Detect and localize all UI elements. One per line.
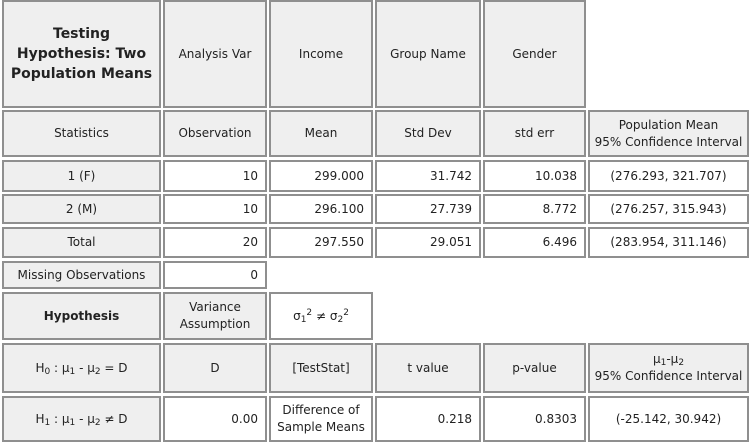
diff-line2: Sample Means [277,420,365,434]
std-dev-header: Std Dev [375,110,481,157]
population-ci-line2: 95% Confidence Interval [594,134,743,149]
analysis-var-value[interactable]: Income [269,0,373,108]
d-value[interactable]: 0.00 [163,396,267,442]
variance-assumption-label: Variance Assumption [163,292,267,340]
title-line-2: Hypothesis: Two [16,45,147,62]
row-label-male: 2 (M) [2,194,161,224]
diff-ci-line1: μ1-μ2 [652,352,685,369]
diff-ci-header: μ1-μ2 95% Confidence Interval [588,343,749,393]
female-std-dev: 31.742 [375,160,481,192]
missing-observations-label: Missing Observations [2,261,161,289]
variance-assumption-formula: σ12 ≠ σ22 [293,307,349,325]
total-std-err: 6.496 [483,227,586,258]
missing-observations-value: 0 [163,261,267,289]
teststat-label: [TestStat] [269,343,373,393]
diff-ci-value: (-25.142, 30.942) [588,396,749,442]
diff-line1: Difference of [282,403,360,418]
hypothesis-label: Hypothesis [2,292,161,340]
diff-ci-line2: 95% Confidence Interval [594,369,743,383]
observation-header: Observation [163,110,267,157]
total-observation: 20 [163,227,267,258]
row-label-female: 1 (F) [2,160,161,192]
male-std-dev: 27.739 [375,194,481,224]
analysis-var-label: Analysis Var [163,0,267,108]
variance-line1: Variance [189,300,241,315]
h0-formula: H0 : μ1 - μ2 = D [2,343,161,393]
total-mean: 297.550 [269,227,373,258]
population-ci-line1: Population Mean [618,117,719,132]
male-std-err: 8.772 [483,194,586,224]
female-observation: 10 [163,160,267,192]
total-ci: (283.954, 311.146) [588,227,749,258]
p-value-label: p-value [483,343,586,393]
title-line-3: Population Means [10,66,153,83]
std-err-header: std err [483,110,586,157]
female-ci: (276.293, 321.707) [588,160,749,192]
variance-assumption-value[interactable]: σ12 ≠ σ22 [269,292,373,340]
population-ci-header: Population Mean 95% Confidence Interval [588,110,749,157]
male-mean: 296.100 [269,194,373,224]
t-value-label: t value [375,343,481,393]
p-value: 0.8303 [483,396,586,442]
female-mean: 299.000 [269,160,373,192]
group-name-value[interactable]: Gender [483,0,586,108]
row-label-total: Total [2,227,161,258]
male-observation: 10 [163,194,267,224]
variance-line2: Assumption [179,317,251,331]
group-name-label: Group Name [375,0,481,108]
page-title: Testing Hypothesis: Two Population Means [2,0,161,108]
t-value: 0.218 [375,396,481,442]
h1-formula: H1 : μ1 - μ2 ≠ D [2,396,161,442]
d-label: D [163,343,267,393]
female-std-err: 10.038 [483,160,586,192]
difference-of-sample-means: Difference of Sample Means [269,396,373,442]
total-std-dev: 29.051 [375,227,481,258]
mean-header: Mean [269,110,373,157]
male-ci: (276.257, 315.943) [588,194,749,224]
statistics-header: Statistics [2,110,161,157]
title-line-1: Testing [53,25,110,42]
